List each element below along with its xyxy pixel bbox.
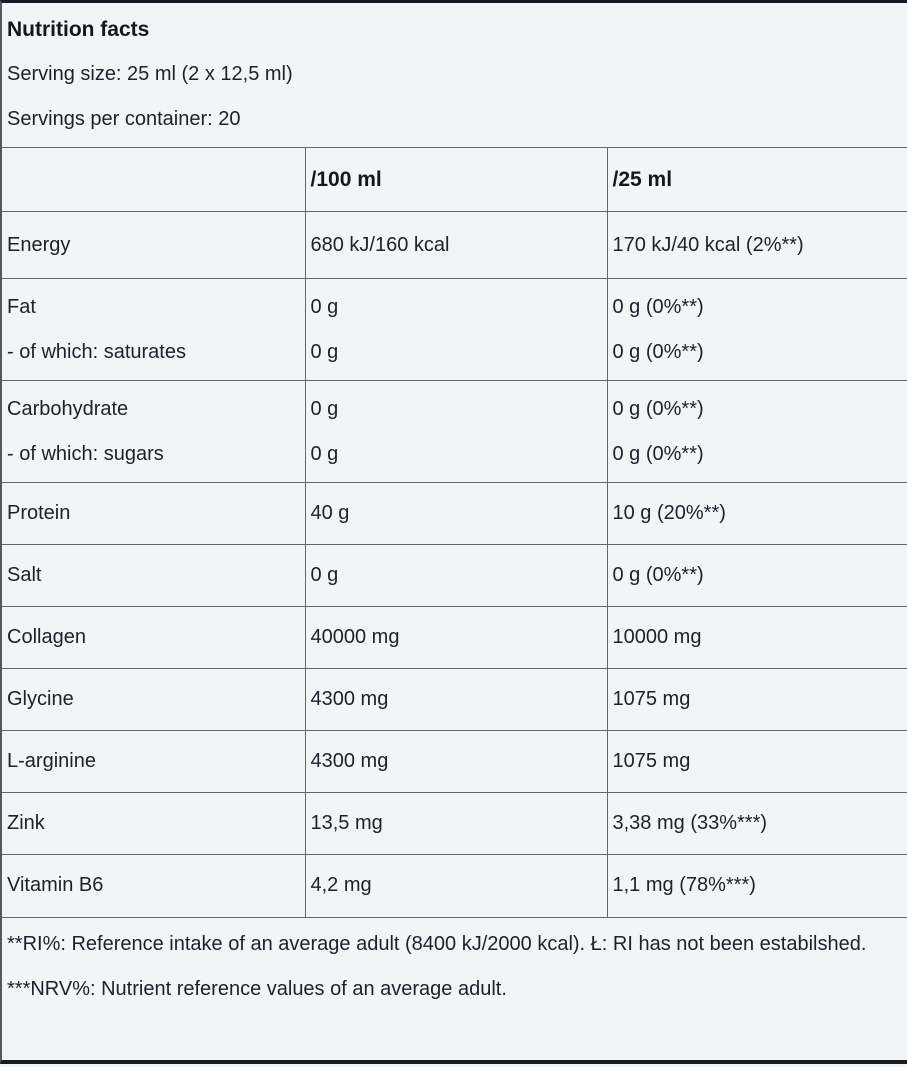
nutrition-table: /100 ml /25 ml Energy 680 kJ/160 kcal 17… (2, 147, 907, 917)
value-per-25ml: 1075 mg (606, 730, 907, 793)
table-row-vitamin-b6: Vitamin B6 4,2 mg 1,1 mg (78%***) (2, 854, 907, 917)
nutrient-name: Vitamin B6 (2, 854, 305, 917)
table-row-glycine: Glycine 4300 mg 1075 mg (2, 668, 907, 731)
value-per-100ml: 40000 mg (304, 606, 607, 669)
value-per-25ml: 1075 mg (606, 668, 907, 731)
column-header-per-100ml: /100 ml (304, 147, 607, 212)
value-per-100ml: 4,2 mg (304, 854, 607, 917)
serving-size-text: Serving size: 25 ml (2 x 12,5 ml) (7, 63, 293, 85)
page-title: Nutrition facts (7, 18, 150, 41)
sub-value-per-100ml: 0 g (310, 442, 339, 465)
table-row-l-arginine: L-arginine 4300 mg 1075 mg (2, 730, 907, 793)
table-row-collagen: Collagen 40000 mg 10000 mg (2, 606, 907, 669)
table-row-carbohydrate: Carbohydrate - of which: sugars 0 g 0 g … (2, 380, 907, 483)
nutrient-sub-name: - of which: sugars (7, 442, 164, 465)
sub-value-per-25ml: 0 g (0%**) (612, 442, 704, 465)
nutrient-name: Fat (7, 295, 36, 318)
nutrient-name: Salt (2, 544, 305, 607)
value-per-25ml: 0 g (0%**) (606, 544, 907, 607)
value-per-100ml: 680 kJ/160 kcal (304, 211, 607, 279)
value-per-100ml: 4300 mg (304, 668, 607, 731)
servings-per-container-text: Servings per container: 20 (7, 108, 241, 130)
footnote-reference-intake: **RI%: Reference intake of an average ad… (7, 932, 867, 955)
value-per-100ml: 13,5 mg (304, 792, 607, 855)
value-per-100ml: 4300 mg (304, 730, 607, 793)
table-header-row: /100 ml /25 ml (2, 147, 907, 212)
label-intro: Nutrition facts Serving size: 25 ml (2 x… (2, 3, 907, 147)
column-header-nutrient (2, 147, 305, 212)
table-row-fat: Fat - of which: saturates 0 g 0 g 0 g (0… (2, 278, 907, 381)
value-per-100ml: 0 g (304, 544, 607, 607)
table-row-zink: Zink 13,5 mg 3,38 mg (33%***) (2, 792, 907, 855)
table-row-energy: Energy 680 kJ/160 kcal 170 kJ/40 kcal (2… (2, 211, 907, 279)
value-per-25ml: 0 g (0%**) (612, 397, 704, 420)
nutrient-name: Energy (2, 211, 305, 279)
value-per-25ml: 0 g (0%**) (612, 295, 704, 318)
nutrient-name: Carbohydrate (7, 397, 129, 420)
sub-value-per-100ml: 0 g (310, 340, 339, 363)
value-per-25ml: 1,1 mg (78%***) (606, 854, 907, 917)
value-per-25ml: 10 g (20%**) (606, 482, 907, 545)
value-per-100ml: 0 g (310, 295, 339, 318)
nutrient-name: Protein (2, 482, 305, 545)
nutrient-name: Zink (2, 792, 305, 855)
value-per-25ml: 3,38 mg (33%***) (606, 792, 907, 855)
sub-value-per-25ml: 0 g (0%**) (612, 340, 704, 363)
value-per-25ml: 170 kJ/40 kcal (2%**) (606, 211, 907, 279)
value-per-100ml: 0 g (310, 397, 339, 420)
footnote-nutrient-reference-values: ***NRV%: Nutrient reference values of an… (7, 977, 507, 1000)
value-per-25ml: 10000 mg (606, 606, 907, 669)
value-per-100ml: 40 g (304, 482, 607, 545)
table-row-protein: Protein 40 g 10 g (20%**) (2, 482, 907, 545)
nutrient-name: L-arginine (2, 730, 305, 793)
nutrient-sub-name: - of which: saturates (7, 340, 186, 363)
nutrient-name: Collagen (2, 606, 305, 669)
nutrient-name: Glycine (2, 668, 305, 731)
footnotes: **RI%: Reference intake of an average ad… (2, 916, 907, 1060)
column-header-per-25ml: /25 ml (606, 147, 907, 212)
table-row-salt: Salt 0 g 0 g (0%**) (2, 544, 907, 607)
